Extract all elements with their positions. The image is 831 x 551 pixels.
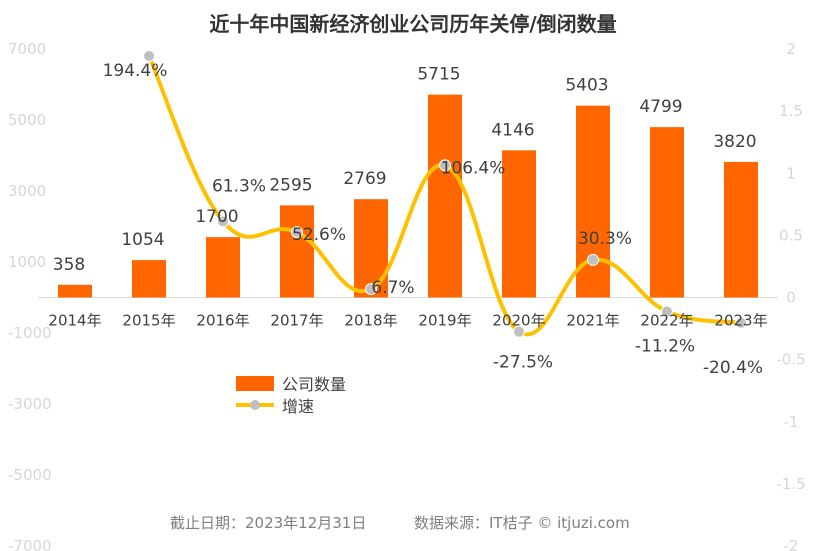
- x-tick-label: 2020年: [492, 312, 545, 330]
- growth-marker: [439, 159, 451, 172]
- bar-data-label: 1700: [195, 207, 238, 227]
- chart-title: 近十年中国新经济创业公司历年关停/倒闭数量: [209, 12, 616, 36]
- bar-data-label: 1054: [121, 230, 164, 250]
- y-left-tick-label: -7000: [8, 537, 52, 551]
- bar-data-label: 4799: [639, 97, 682, 117]
- y-right-tick-label: 1: [786, 164, 796, 182]
- y-left-tick-label: 5000: [8, 111, 46, 129]
- bar-data-label: 5715: [417, 65, 460, 85]
- footer-source: 数据来源：IT桔子 © itjuzi.com: [414, 514, 630, 532]
- legend-swatch-bar: [236, 376, 274, 391]
- x-tick-label: 2023年: [714, 312, 767, 330]
- bar: [724, 161, 758, 298]
- bar-data-label: 4146: [491, 120, 534, 140]
- growth-marker: [661, 305, 673, 318]
- growth-data-label: 30.3%: [578, 229, 632, 249]
- growth-data-label: -27.5%: [493, 353, 553, 373]
- x-tick-label: 2014年: [48, 312, 101, 330]
- bar: [502, 150, 536, 298]
- x-tick-label: 2021年: [566, 312, 619, 330]
- x-tick-label: 2017年: [270, 312, 323, 330]
- bar-data-label: 2595: [269, 175, 312, 195]
- x-tick-label: 2019年: [418, 312, 471, 330]
- legend-label-line: 增速: [282, 397, 314, 416]
- growth-marker: [735, 316, 747, 329]
- y-right-tick-label: -0.5: [776, 351, 805, 369]
- bar-data-label: 2769: [343, 169, 386, 189]
- growth-marker: [587, 253, 599, 266]
- x-tick-label: 2016年: [196, 312, 249, 330]
- y-left-tick-label: 7000: [8, 40, 46, 58]
- y-axis-right: -2 -1.5 -1 -0.5 0 0.5 1 1.5 2: [776, 40, 805, 551]
- x-tick-label: 2022年: [640, 312, 693, 330]
- growth-data-label: 52.6%: [292, 225, 346, 245]
- growth-data-label: -20.4%: [703, 358, 763, 378]
- y-right-tick-label: 0.5: [779, 226, 803, 244]
- y-left-tick-label: 3000: [8, 182, 46, 200]
- footer-date: 截止日期：2023年12月31日: [170, 514, 366, 532]
- bar: [428, 94, 462, 298]
- legend-swatch-marker: [250, 400, 260, 410]
- growth-marker: [365, 283, 377, 296]
- y-right-tick-label: 0: [786, 289, 796, 307]
- x-tick-label: 2018年: [344, 312, 397, 330]
- legend-label-bar: 公司数量: [282, 375, 346, 394]
- growth-data-label: 61.3%: [212, 176, 266, 196]
- y-right-tick-label: -2: [784, 537, 799, 551]
- y-axis-left: -7000 -5000 -3000 -1000 1000 3000 5000 7000: [8, 40, 52, 551]
- growth-data-label: 106.4%: [441, 158, 506, 178]
- y-left-tick-label: 1000: [8, 253, 46, 271]
- y-right-tick-label: 2: [786, 40, 796, 58]
- growth-marker: [217, 215, 229, 228]
- y-right-tick-label: -1.5: [776, 475, 805, 493]
- growth-data-labels: 194.4% 61.3% 52.6% 6.7% 106.4% -27.5% 30.3% -11…: [103, 61, 763, 378]
- y-left-tick-label: -1000: [8, 324, 52, 342]
- y-left-tick-label: -5000: [8, 466, 52, 484]
- bar-data-label: 3820: [713, 132, 756, 152]
- bar-data-label: 5403: [565, 76, 608, 96]
- growth-data-label: 194.4%: [103, 61, 168, 81]
- growth-marker: [143, 49, 155, 62]
- y-right-tick-label: -1: [784, 413, 799, 431]
- bar: [280, 205, 314, 298]
- x-axis-ticks: 2014年 2015年 2016年 2017年 2018年 2019年 2020年 2021年…: [48, 312, 767, 330]
- x-tick-label: 2015年: [122, 312, 175, 330]
- bar: [650, 127, 684, 298]
- bar-data-labels: 358 1054 1700 2595 2769 5715 4146 5403 4799 3820: [53, 65, 757, 275]
- legend: 公司数量 增速: [236, 375, 346, 416]
- growth-data-label: 6.7%: [371, 278, 414, 298]
- bar: [206, 237, 240, 298]
- y-left-tick-label: -3000: [8, 395, 52, 413]
- growth-line-series: [143, 49, 747, 338]
- bar: [58, 284, 92, 298]
- bar: [132, 260, 166, 298]
- growth-data-label: -11.2%: [635, 336, 695, 356]
- bar-data-label: 358: [53, 255, 85, 275]
- y-right-tick-label: 1.5: [779, 102, 803, 120]
- growth-marker: [291, 226, 303, 239]
- growth-marker: [513, 325, 525, 338]
- bar-series: [58, 94, 758, 298]
